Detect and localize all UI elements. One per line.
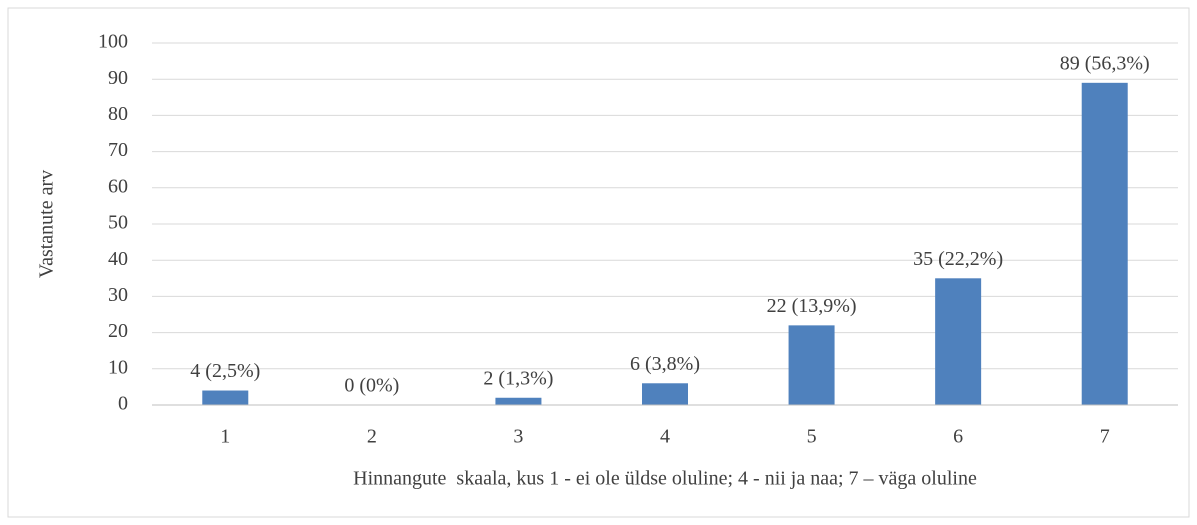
y-axis-label: Vastanute arv	[36, 170, 58, 278]
y-tick-label: 50	[108, 212, 128, 234]
y-tick-label: 100	[98, 31, 128, 53]
x-tick-label: 1	[220, 426, 230, 448]
x-axis-label: Hinnangute skaala, kus 1 - ei ole üldse …	[353, 468, 977, 490]
y-tick-label: 90	[108, 67, 128, 89]
y-tick-label: 40	[108, 248, 128, 270]
value-label: 89 (56,3%)	[1060, 52, 1150, 74]
y-tick-label: 70	[108, 139, 128, 161]
bar	[935, 278, 982, 405]
bar	[788, 325, 835, 405]
bar	[495, 397, 542, 405]
x-tick-label: 5	[807, 426, 817, 448]
value-label: 4 (2,5%)	[190, 360, 260, 382]
x-tick-label: 2	[367, 426, 377, 448]
value-label: 22 (13,9%)	[767, 295, 857, 317]
x-tick-label: 6	[953, 426, 963, 448]
y-tick-label: 10	[108, 356, 128, 378]
y-tick-label: 0	[118, 393, 128, 415]
value-label: 0 (0%)	[344, 375, 399, 397]
value-label: 6 (3,8%)	[630, 353, 700, 375]
bar	[1081, 82, 1128, 405]
value-label: 2 (1,3%)	[483, 367, 553, 389]
chart-frame	[7, 7, 1190, 518]
value-label: 35 (22,2%)	[913, 248, 1003, 270]
x-tick-label: 7	[1100, 426, 1110, 448]
y-tick-label: 20	[108, 320, 128, 342]
x-tick-label: 4	[660, 426, 670, 448]
bar	[202, 390, 249, 405]
y-tick-label: 80	[108, 103, 128, 125]
bar	[642, 383, 688, 405]
x-tick-label: 3	[513, 426, 523, 448]
y-tick-label: 30	[108, 284, 128, 306]
y-tick-label: 60	[108, 175, 128, 197]
